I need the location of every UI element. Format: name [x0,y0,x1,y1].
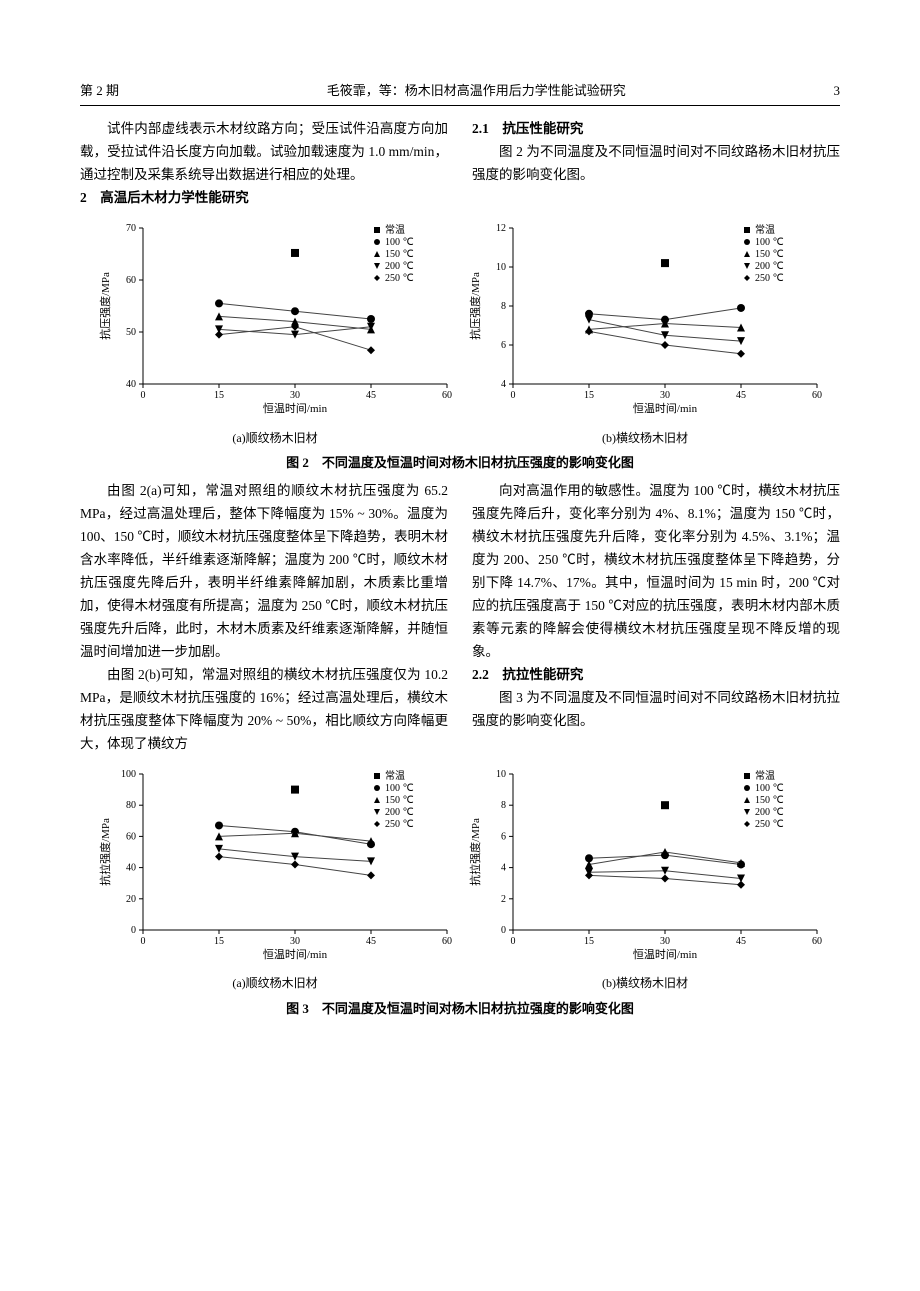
svg-text:200 ℃: 200 ℃ [385,261,414,272]
svg-text:抗压强度/MPa: 抗压强度/MPa [98,272,112,340]
svg-text:12: 12 [496,223,506,234]
para-4: 由图 2(b)可知，常温对照组的横纹木材抗压强度仅为 10.2 MPa，是顺纹木… [80,664,448,756]
svg-text:200 ℃: 200 ℃ [385,807,414,818]
svg-text:100 ℃: 100 ℃ [755,237,784,248]
svg-text:0: 0 [141,936,146,947]
svg-text:150 ℃: 150 ℃ [755,249,784,260]
svg-text:抗压强度/MPa: 抗压强度/MPa [468,272,482,340]
svg-text:60: 60 [126,831,136,842]
svg-text:0: 0 [131,925,136,936]
svg-text:60: 60 [442,936,452,947]
section-2: 2 高温后木材力学性能研究 [80,187,448,210]
figure-2: 01530456040506070恒温时间/min抗压强度/MPa常温100 ℃… [80,218,840,474]
svg-text:15: 15 [214,390,224,401]
para-5: 向对高温作用的敏感性。温度为 100 ℃时，横纹木材抗压强度先降后升，变化率分别… [472,480,840,664]
svg-text:6: 6 [501,831,506,842]
svg-text:70: 70 [126,223,136,234]
para-2: 图 2 为不同温度及不同恒温时间对不同纹路杨木旧材抗压强度的影响变化图。 [472,141,840,187]
svg-text:45: 45 [366,390,376,401]
para-3: 由图 2(a)可知，常温对照组的顺纹木材抗压强度为 65.2 MPa，经过高温处… [80,480,448,664]
figure-3: 015304560020406080100恒温时间/min抗拉强度/MPa常温1… [80,764,840,1020]
svg-text:40: 40 [126,379,136,390]
fig2-caption: 图 2 不同温度及恒温时间对杨木旧材抗压强度的影响变化图 [80,452,840,474]
svg-text:恒温时间/min: 恒温时间/min [263,402,328,415]
svg-text:30: 30 [290,936,300,947]
svg-text:100 ℃: 100 ℃ [385,783,414,794]
para-6: 图 3 为不同温度及不同恒温时间对不同纹路杨木旧材抗拉强度的影响变化图。 [472,687,840,733]
svg-text:40: 40 [126,862,136,873]
svg-text:6: 6 [501,340,506,351]
svg-text:8: 8 [501,800,506,811]
svg-text:60: 60 [126,275,136,286]
issue-label: 第 2 期 [80,80,119,102]
fig3a-subcaption: (a)顺纹杨木旧材 [95,973,455,993]
running-title: 毛筱霏，等：杨木旧材高温作用后力学性能试验研究 [119,80,833,102]
svg-text:100 ℃: 100 ℃ [385,237,414,248]
fig3b-subcaption: (b)横纹杨木旧材 [465,973,825,993]
fig3-caption: 图 3 不同温度及恒温时间对杨木旧材抗拉强度的影响变化图 [80,998,840,1020]
svg-text:150 ℃: 150 ℃ [385,249,414,260]
svg-text:100 ℃: 100 ℃ [755,783,784,794]
svg-text:60: 60 [442,390,452,401]
page-number: 3 [834,80,841,102]
svg-text:15: 15 [584,936,594,947]
section-2-1: 2.1 抗压性能研究 [472,118,840,141]
svg-text:10: 10 [496,262,506,273]
fig2a-chart: 0 15 30 45 60 40 50 60 70 恒温时间/min 抗压强度/MPa 常温100 ℃… [95,218,455,418]
svg-text:0: 0 [511,936,516,947]
svg-text:30: 30 [660,390,670,401]
svg-text:250 ℃: 250 ℃ [385,819,414,830]
svg-text:200 ℃: 200 ℃ [755,261,784,272]
svg-text:150 ℃: 150 ℃ [755,795,784,806]
mid-text-block: 由图 2(a)可知，常温对照组的顺纹木材抗压强度为 65.2 MPa，经过高温处… [80,480,840,755]
svg-text:恒温时间/min: 恒温时间/min [633,948,698,961]
svg-text:150 ℃: 150 ℃ [385,795,414,806]
svg-text:0: 0 [501,925,506,936]
top-text-block: 试件内部虚线表示木材纹路方向；受压试件沿高度方向加载，受拉试件沿长度方向加载。试… [80,118,840,210]
svg-text:60: 60 [812,390,822,401]
para-1: 试件内部虚线表示木材纹路方向；受压试件沿高度方向加载，受拉试件沿长度方向加载。试… [80,118,448,187]
fig2b-subcaption: (b)横纹杨木旧材 [465,428,825,448]
svg-text:30: 30 [290,390,300,401]
svg-text:常温: 常温 [755,223,775,236]
svg-text:15: 15 [584,390,594,401]
svg-text:80: 80 [126,800,136,811]
svg-text:45: 45 [736,390,746,401]
svg-text:0: 0 [511,390,516,401]
fig3a-chart: 015304560020406080100恒温时间/min抗拉强度/MPa常温1… [95,764,455,964]
svg-text:200 ℃: 200 ℃ [755,807,784,818]
svg-text:抗拉强度/MPa: 抗拉强度/MPa [468,817,482,885]
svg-text:15: 15 [214,936,224,947]
section-2-2: 2.2 抗拉性能研究 [472,664,840,687]
svg-text:恒温时间/min: 恒温时间/min [263,948,328,961]
svg-text:45: 45 [736,936,746,947]
svg-text:50: 50 [126,327,136,338]
svg-text:10: 10 [496,769,506,780]
svg-text:250 ℃: 250 ℃ [755,819,784,830]
svg-text:250 ℃: 250 ℃ [385,273,414,284]
fig3b-chart: 0 15 30 45 60 0 2 4 6 8 10 恒温时间/min 抗拉强度/MPa 常温100 ℃1… [465,764,825,964]
svg-text:0: 0 [141,390,146,401]
svg-text:250 ℃: 250 ℃ [755,273,784,284]
running-header: 第 2 期 毛筱霏，等：杨木旧材高温作用后力学性能试验研究 3 [80,80,840,106]
svg-text:8: 8 [501,301,506,312]
fig2a-subcaption: (a)顺纹杨木旧材 [95,428,455,448]
svg-text:恒温时间/min: 恒温时间/min [633,402,698,415]
fig2b-chart: 0 15 30 45 60 4 6 8 10 12 恒温时间/min 抗压强度/MPa 常温100 ℃1… [465,218,825,418]
svg-text:60: 60 [812,936,822,947]
svg-text:4: 4 [501,862,506,873]
svg-text:45: 45 [366,936,376,947]
svg-text:4: 4 [501,379,506,390]
svg-text:100: 100 [121,769,136,780]
svg-text:常温: 常温 [755,769,775,782]
svg-text:常温: 常温 [385,769,405,782]
svg-text:抗拉强度/MPa: 抗拉强度/MPa [98,817,112,885]
svg-text:30: 30 [660,936,670,947]
svg-text:常温: 常温 [385,223,405,236]
svg-text:20: 20 [126,893,136,904]
svg-text:2: 2 [501,893,506,904]
